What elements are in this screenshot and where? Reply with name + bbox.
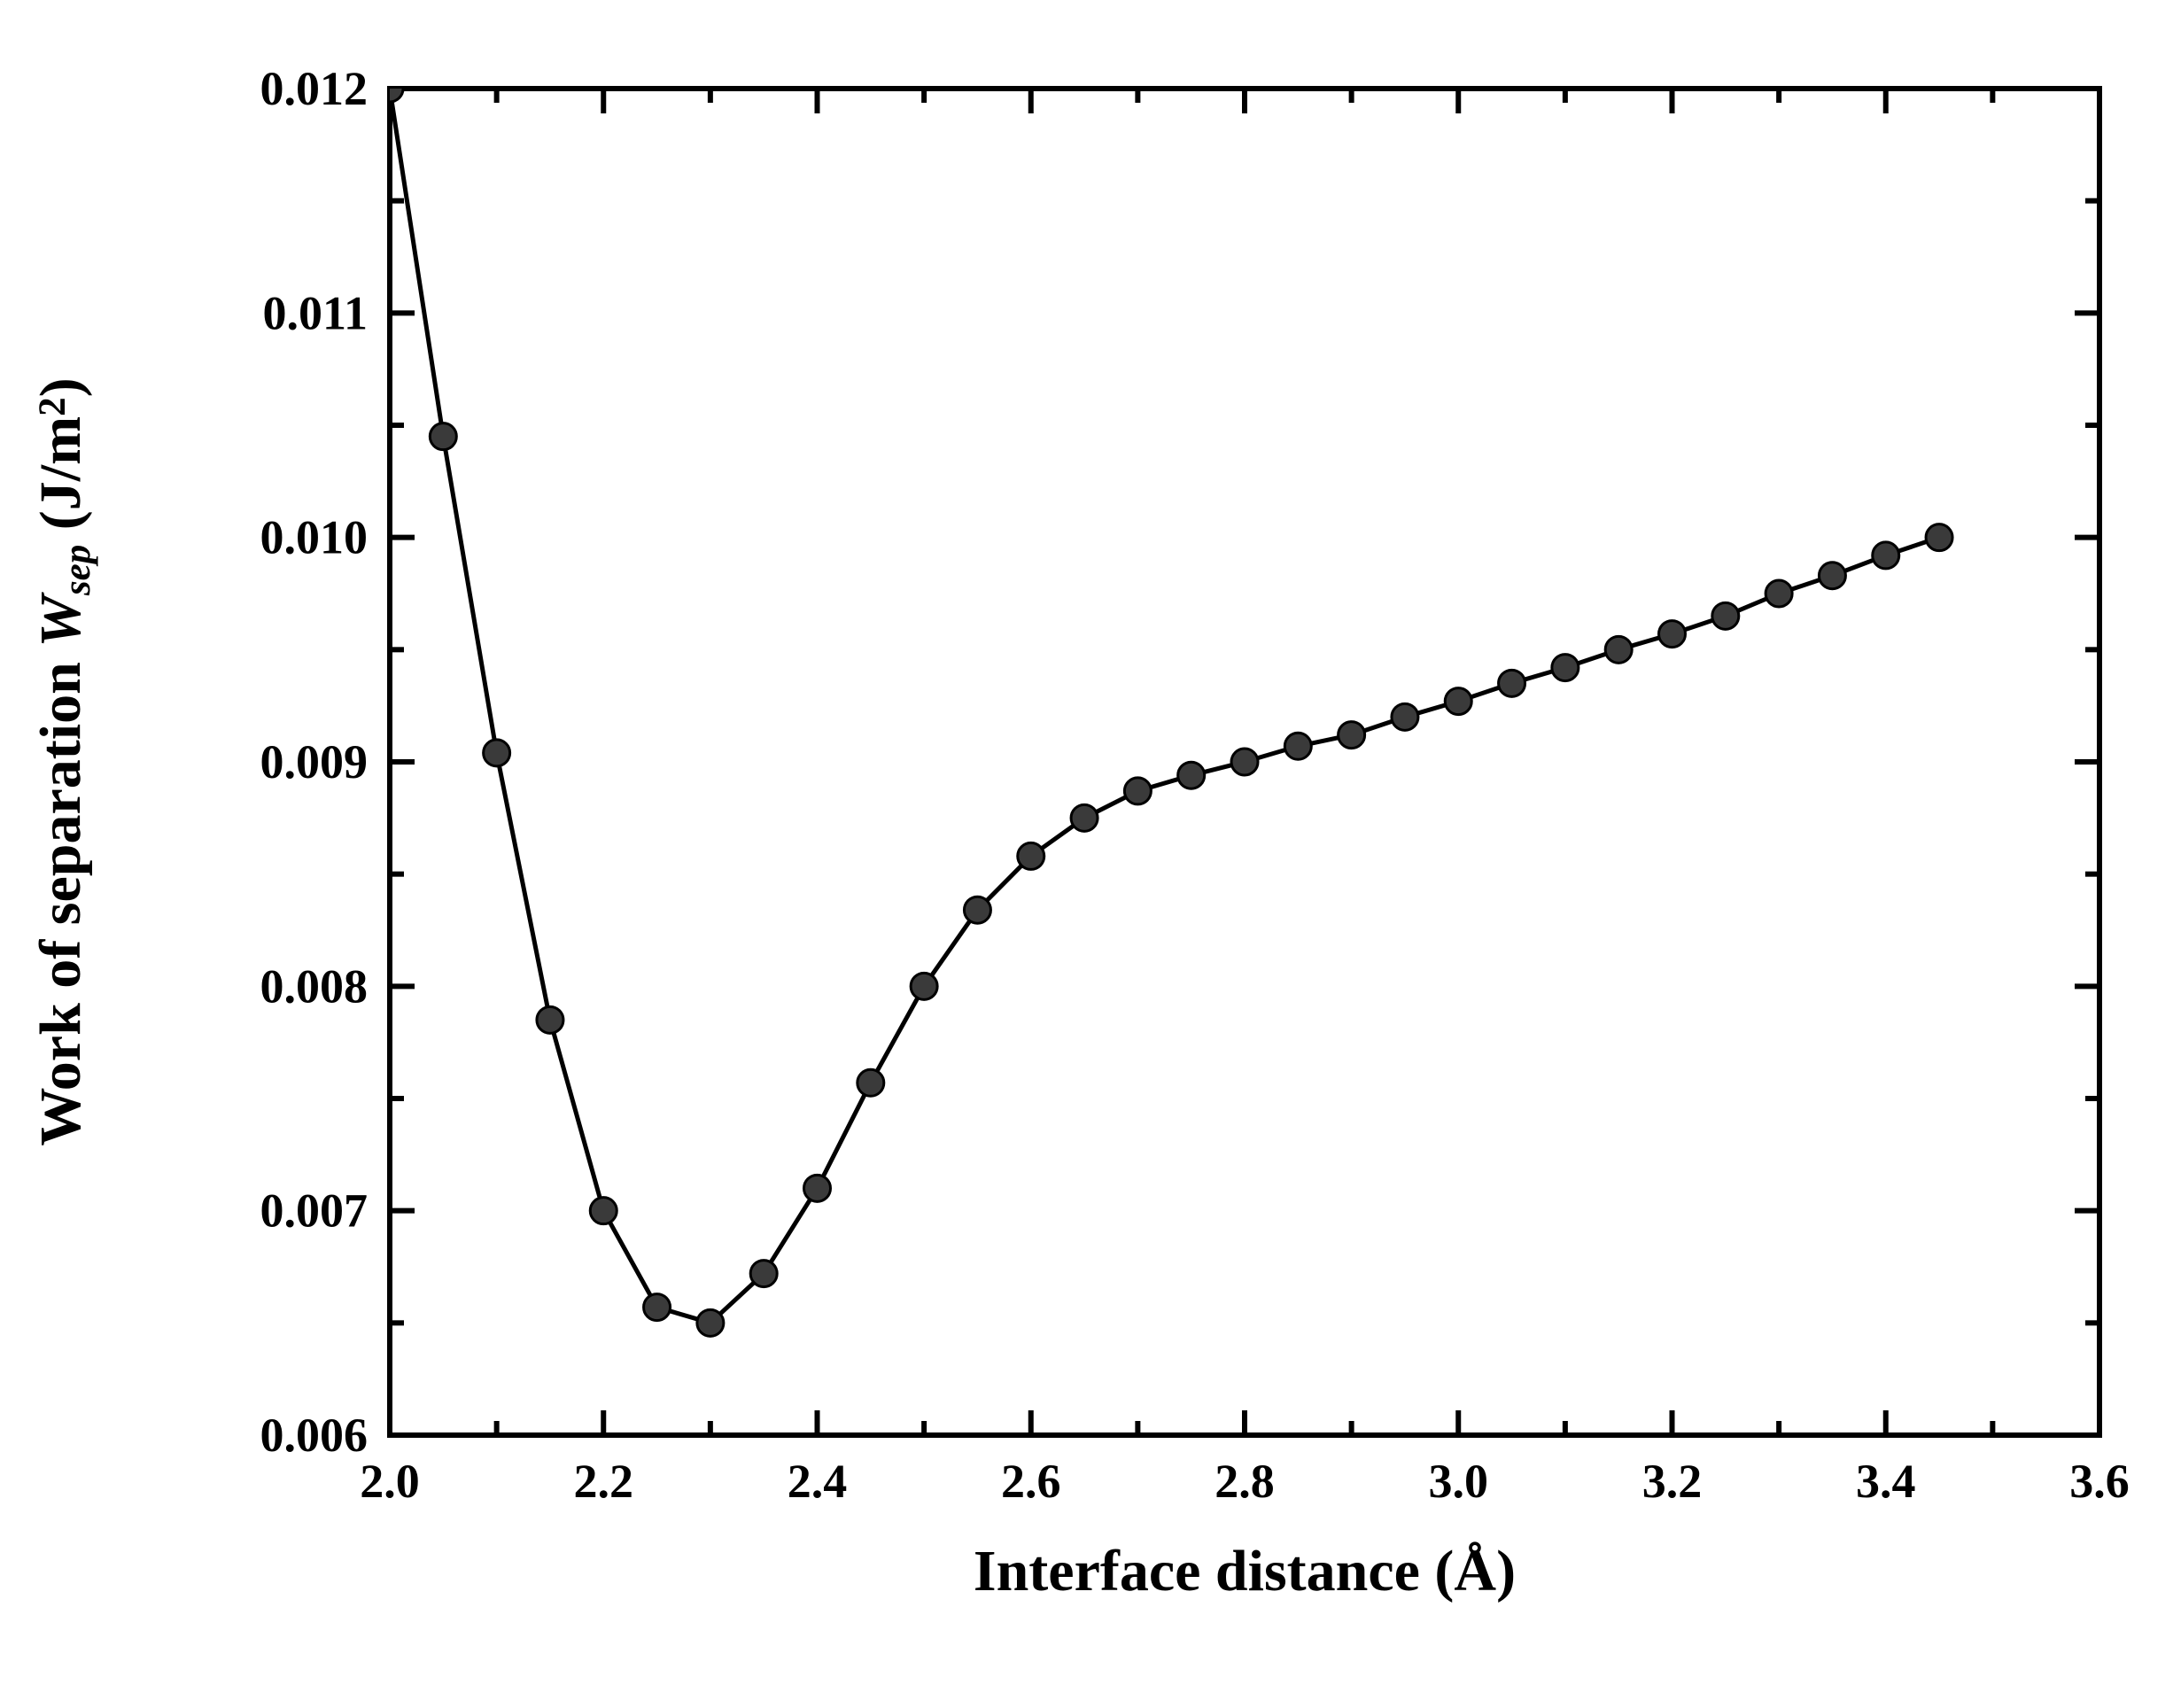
data-marker bbox=[964, 897, 990, 923]
data-marker bbox=[1605, 636, 1632, 663]
data-marker bbox=[1445, 688, 1471, 715]
y-tick-label: 0.009 bbox=[260, 735, 369, 788]
data-marker bbox=[1659, 621, 1686, 648]
y-tick-label: 0.008 bbox=[260, 959, 369, 1013]
x-axis-label: Interface distance (Å) bbox=[974, 1539, 1516, 1603]
x-tick-label: 2.8 bbox=[1215, 1455, 1275, 1508]
data-marker bbox=[1284, 733, 1311, 759]
data-marker bbox=[430, 423, 456, 450]
y-tick-label: 0.011 bbox=[262, 286, 368, 339]
data-marker bbox=[1766, 580, 1792, 607]
data-marker bbox=[1178, 762, 1205, 788]
data-marker bbox=[1231, 749, 1258, 775]
work-of-separation-chart: 2.0 2.2 2.4 2.6 2.8 3.0 3.2 3.4 3.6 0.006 0.007 0.0… bbox=[0, 0, 2173, 1708]
y-tick-label: 0.007 bbox=[260, 1184, 369, 1238]
y-tick-label: 0.006 bbox=[260, 1409, 369, 1462]
data-marker bbox=[1552, 655, 1579, 681]
chart-container: 2.0 2.2 2.4 2.6 2.8 3.0 3.2 3.4 3.6 0.006 0.007 0.0… bbox=[0, 0, 2173, 1708]
y-tick-label: 0.012 bbox=[260, 62, 369, 115]
x-tick-label: 3.0 bbox=[1429, 1455, 1489, 1508]
x-tick-label: 3.2 bbox=[1642, 1455, 1703, 1508]
data-marker bbox=[1819, 563, 1845, 589]
data-marker bbox=[590, 1198, 617, 1224]
y-tick-label: 0.010 bbox=[260, 511, 369, 564]
data-marker bbox=[1712, 602, 1739, 629]
data-marker bbox=[1018, 842, 1044, 869]
data-marker bbox=[911, 973, 937, 999]
data-marker bbox=[537, 1006, 563, 1033]
x-tick-label: 3.6 bbox=[2069, 1455, 2130, 1508]
x-tick-label: 2.2 bbox=[574, 1455, 634, 1508]
data-marker bbox=[697, 1309, 724, 1336]
x-tick-label: 2.0 bbox=[360, 1455, 420, 1508]
data-marker bbox=[804, 1175, 831, 1201]
data-marker bbox=[1926, 524, 1952, 551]
y-axis-label: Work of separation Wsep (J/m2) bbox=[28, 377, 98, 1145]
x-tick-label: 2.6 bbox=[1001, 1455, 1061, 1508]
data-marker bbox=[1124, 778, 1151, 804]
data-marker bbox=[644, 1294, 671, 1321]
data-marker bbox=[1339, 722, 1365, 749]
data-marker bbox=[484, 740, 510, 766]
x-tick-label: 2.4 bbox=[788, 1455, 848, 1508]
data-marker bbox=[1071, 804, 1098, 831]
data-marker bbox=[858, 1069, 884, 1096]
x-tick-label: 3.4 bbox=[1856, 1455, 1916, 1508]
data-marker bbox=[750, 1261, 777, 1287]
data-marker bbox=[1392, 703, 1418, 730]
data-marker bbox=[1499, 670, 1525, 696]
data-marker bbox=[1873, 542, 1899, 569]
